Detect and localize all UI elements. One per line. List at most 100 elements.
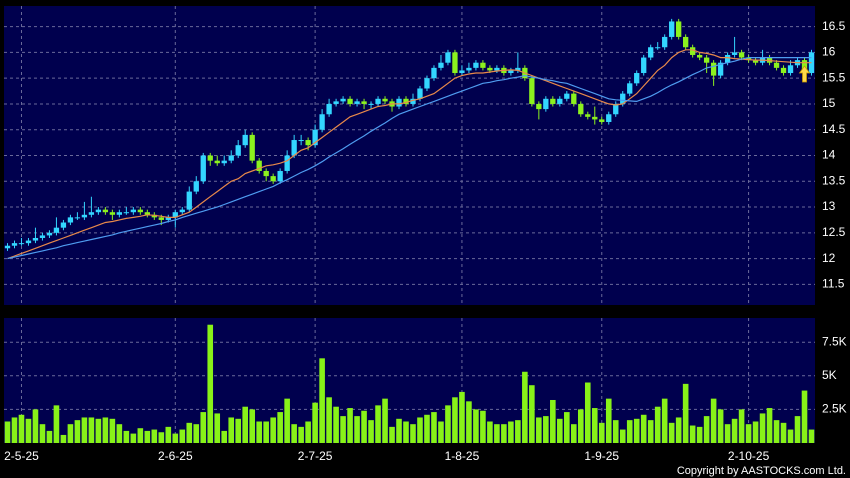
- y-tick-label: 2.5K: [822, 402, 847, 416]
- candle-body: [67, 217, 74, 223]
- volume-bar: [724, 424, 731, 443]
- candle-body: [137, 209, 143, 213]
- volume-bar: [312, 402, 318, 443]
- volume-bar: [801, 390, 808, 443]
- volume-bar: [410, 424, 416, 443]
- candle-body: [207, 155, 213, 161]
- y-tick-label: 15: [822, 96, 836, 110]
- volume-bar: [668, 422, 675, 443]
- candle-body: [193, 181, 199, 192]
- candle-body: [39, 235, 46, 238]
- candle-body: [284, 155, 290, 171]
- y-tick-label: 15.5: [822, 70, 846, 84]
- volume-bar: [703, 416, 710, 443]
- volume-bar: [780, 422, 787, 443]
- candle-body: [109, 212, 116, 215]
- candle-body: [473, 62, 479, 68]
- candle-body: [738, 52, 745, 58]
- volume-bar: [717, 409, 724, 443]
- candle-body: [536, 103, 542, 110]
- volume-bar: [179, 429, 186, 443]
- candle-body: [459, 70, 465, 74]
- candle-body: [81, 214, 88, 218]
- volume-bar: [612, 420, 619, 443]
- candle-body: [683, 36, 689, 48]
- volume-bar: [284, 398, 290, 443]
- candle-body: [235, 145, 241, 156]
- candle-body: [340, 98, 346, 102]
- volume-bar: [109, 418, 116, 443]
- candle-body: [354, 101, 360, 104]
- candle-body: [452, 52, 458, 74]
- candle-body: [780, 67, 787, 74]
- volume-bar: [696, 426, 703, 443]
- volume-bar: [53, 405, 60, 443]
- candle-body: [564, 93, 570, 99]
- candle-body: [151, 214, 157, 218]
- volume-bar: [228, 417, 235, 443]
- volume-bar: [466, 401, 472, 443]
- volume-bar: [144, 430, 151, 443]
- volume-bar: [766, 408, 773, 443]
- volume-bar: [270, 417, 276, 443]
- volume-bar: [452, 397, 458, 443]
- candle-body: [703, 57, 710, 63]
- volume-bar: [249, 409, 255, 443]
- volume-bar: [291, 424, 297, 443]
- candle-body: [228, 155, 234, 161]
- candle-body: [144, 212, 150, 215]
- volume-bar: [640, 414, 647, 443]
- x-tick-label: 2-10-25: [728, 449, 770, 463]
- volume-bar: [81, 417, 88, 443]
- candle-body: [508, 70, 514, 74]
- latest-arrow-icon: [798, 65, 811, 83]
- candle-body: [319, 114, 325, 130]
- candle-body: [808, 52, 815, 74]
- y-tick-label: 13: [822, 199, 836, 213]
- candle-body: [242, 134, 248, 146]
- volume-bar: [661, 398, 668, 443]
- candle-body: [431, 67, 437, 79]
- volume-bar: [515, 420, 521, 443]
- volume-bar: [431, 412, 437, 443]
- candle-body: [710, 62, 717, 76]
- volume-bar: [584, 382, 591, 443]
- candle-body: [773, 62, 780, 68]
- volume-bar: [745, 424, 752, 443]
- candle-body: [249, 134, 255, 161]
- candle-body: [410, 98, 416, 104]
- candle-body: [382, 98, 388, 102]
- candle-body: [417, 88, 423, 99]
- y-tick-label: 5K: [822, 368, 837, 382]
- x-tick-label: 1-9-25: [584, 449, 619, 463]
- candle-body: [130, 209, 136, 213]
- candle-body: [578, 103, 584, 115]
- candle-body: [172, 212, 178, 218]
- volume-bar: [389, 426, 395, 443]
- volume-bar: [137, 428, 144, 443]
- volume-bar: [445, 405, 451, 443]
- candle-body: [4, 245, 11, 249]
- volume-bar: [501, 424, 507, 443]
- volume-bar: [598, 422, 605, 443]
- volume-bar: [319, 358, 325, 443]
- volume-bar: [403, 421, 409, 443]
- candle-body: [494, 67, 500, 71]
- x-tick-label: 2-5-25: [4, 449, 39, 463]
- volume-bar: [487, 421, 493, 443]
- y-tick-label: 14.5: [822, 122, 846, 136]
- volume-bar: [4, 421, 11, 443]
- volume-bar: [536, 417, 542, 443]
- y-tick-label: 7.5K: [822, 334, 847, 348]
- candle-body: [326, 103, 332, 115]
- candle-body: [270, 176, 276, 182]
- candle-body: [627, 83, 633, 94]
- candle-body: [557, 98, 563, 104]
- candle-body: [396, 98, 402, 107]
- volume-bar: [591, 408, 598, 443]
- volume-bar: [529, 385, 535, 443]
- candle-body: [752, 60, 759, 63]
- volume-bar: [361, 410, 367, 443]
- candle-body: [116, 212, 123, 215]
- volume-bar: [130, 433, 137, 443]
